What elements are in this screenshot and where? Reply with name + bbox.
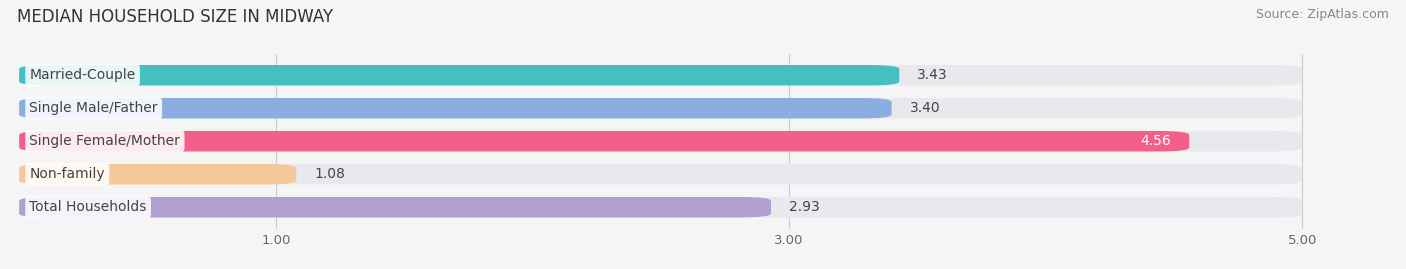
FancyBboxPatch shape — [20, 65, 900, 86]
FancyBboxPatch shape — [20, 98, 891, 118]
FancyBboxPatch shape — [20, 164, 297, 185]
Text: Single Male/Father: Single Male/Father — [30, 101, 157, 115]
FancyBboxPatch shape — [20, 197, 770, 217]
Text: Single Female/Mother: Single Female/Mother — [30, 134, 180, 148]
FancyBboxPatch shape — [20, 131, 1302, 151]
Text: 3.43: 3.43 — [917, 68, 948, 82]
FancyBboxPatch shape — [20, 131, 1189, 151]
Text: Non-family: Non-family — [30, 167, 105, 181]
FancyBboxPatch shape — [20, 65, 1302, 86]
Text: Source: ZipAtlas.com: Source: ZipAtlas.com — [1256, 8, 1389, 21]
FancyBboxPatch shape — [20, 197, 1302, 217]
Text: Total Households: Total Households — [30, 200, 146, 214]
Text: 1.08: 1.08 — [315, 167, 344, 181]
Text: 3.40: 3.40 — [910, 101, 941, 115]
FancyBboxPatch shape — [20, 164, 1302, 185]
Text: Married-Couple: Married-Couple — [30, 68, 136, 82]
Text: 4.56: 4.56 — [1140, 134, 1171, 148]
Text: MEDIAN HOUSEHOLD SIZE IN MIDWAY: MEDIAN HOUSEHOLD SIZE IN MIDWAY — [17, 8, 333, 26]
Text: 2.93: 2.93 — [789, 200, 820, 214]
FancyBboxPatch shape — [20, 98, 1302, 118]
